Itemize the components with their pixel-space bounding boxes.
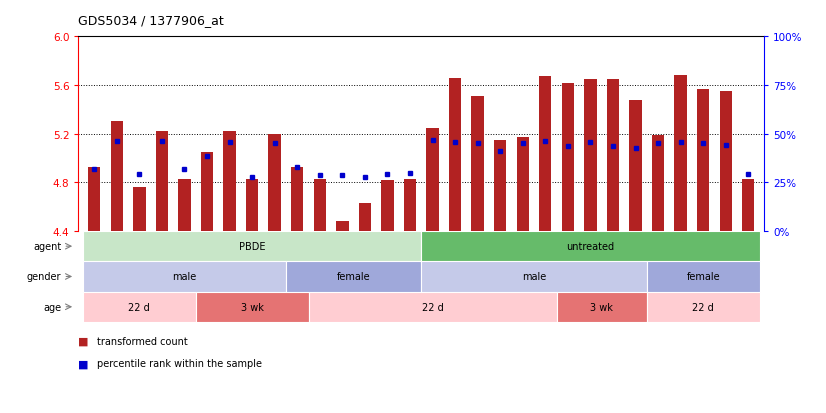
Text: gender: gender — [26, 272, 61, 282]
Bar — [286, 262, 421, 292]
Bar — [584, 80, 596, 231]
Bar — [156, 132, 169, 231]
Bar — [472, 97, 484, 231]
Text: 22 d: 22 d — [129, 302, 150, 312]
Text: untreated: untreated — [567, 242, 615, 252]
Bar — [246, 179, 259, 231]
Bar — [196, 292, 308, 322]
Bar — [562, 83, 574, 231]
Text: male: male — [522, 272, 546, 282]
Bar — [88, 167, 101, 231]
Bar — [697, 89, 710, 231]
Text: GDS5034 / 1377906_at: GDS5034 / 1377906_at — [78, 14, 224, 27]
Text: 22 d: 22 d — [421, 302, 444, 312]
Bar — [111, 122, 123, 231]
Bar — [382, 180, 394, 231]
Bar — [336, 222, 349, 231]
Bar — [308, 292, 557, 322]
Bar — [83, 292, 196, 322]
Bar — [421, 262, 647, 292]
Text: female: female — [337, 272, 370, 282]
Bar — [449, 78, 461, 231]
Text: 3 wk: 3 wk — [240, 302, 263, 312]
Bar — [178, 179, 191, 231]
Text: 3 wk: 3 wk — [591, 302, 613, 312]
Bar — [426, 128, 439, 231]
Bar — [607, 80, 620, 231]
Bar — [291, 167, 303, 231]
Bar — [629, 100, 642, 231]
Text: 22 d: 22 d — [692, 302, 714, 312]
Bar — [314, 179, 326, 231]
Text: ■: ■ — [78, 336, 89, 346]
Text: PBDE: PBDE — [239, 242, 265, 252]
Text: ■: ■ — [78, 358, 89, 368]
Bar — [539, 77, 552, 231]
Bar — [516, 138, 529, 231]
Bar — [742, 179, 754, 231]
Text: male: male — [173, 272, 197, 282]
Text: transformed count: transformed count — [97, 336, 188, 346]
Bar — [223, 132, 235, 231]
Bar — [358, 204, 371, 231]
Bar — [421, 231, 760, 262]
Bar — [652, 135, 664, 231]
Text: female: female — [686, 272, 720, 282]
Text: age: age — [43, 302, 61, 312]
Bar — [201, 152, 213, 231]
Bar — [557, 292, 647, 322]
Bar — [719, 92, 732, 231]
Bar — [133, 188, 145, 231]
Bar — [647, 292, 760, 322]
Bar — [494, 140, 506, 231]
Bar — [83, 231, 421, 262]
Bar — [404, 179, 416, 231]
Bar — [674, 76, 686, 231]
Text: agent: agent — [33, 242, 61, 252]
Text: percentile rank within the sample: percentile rank within the sample — [97, 358, 262, 368]
Bar — [83, 262, 286, 292]
Bar — [647, 262, 760, 292]
Bar — [268, 134, 281, 231]
